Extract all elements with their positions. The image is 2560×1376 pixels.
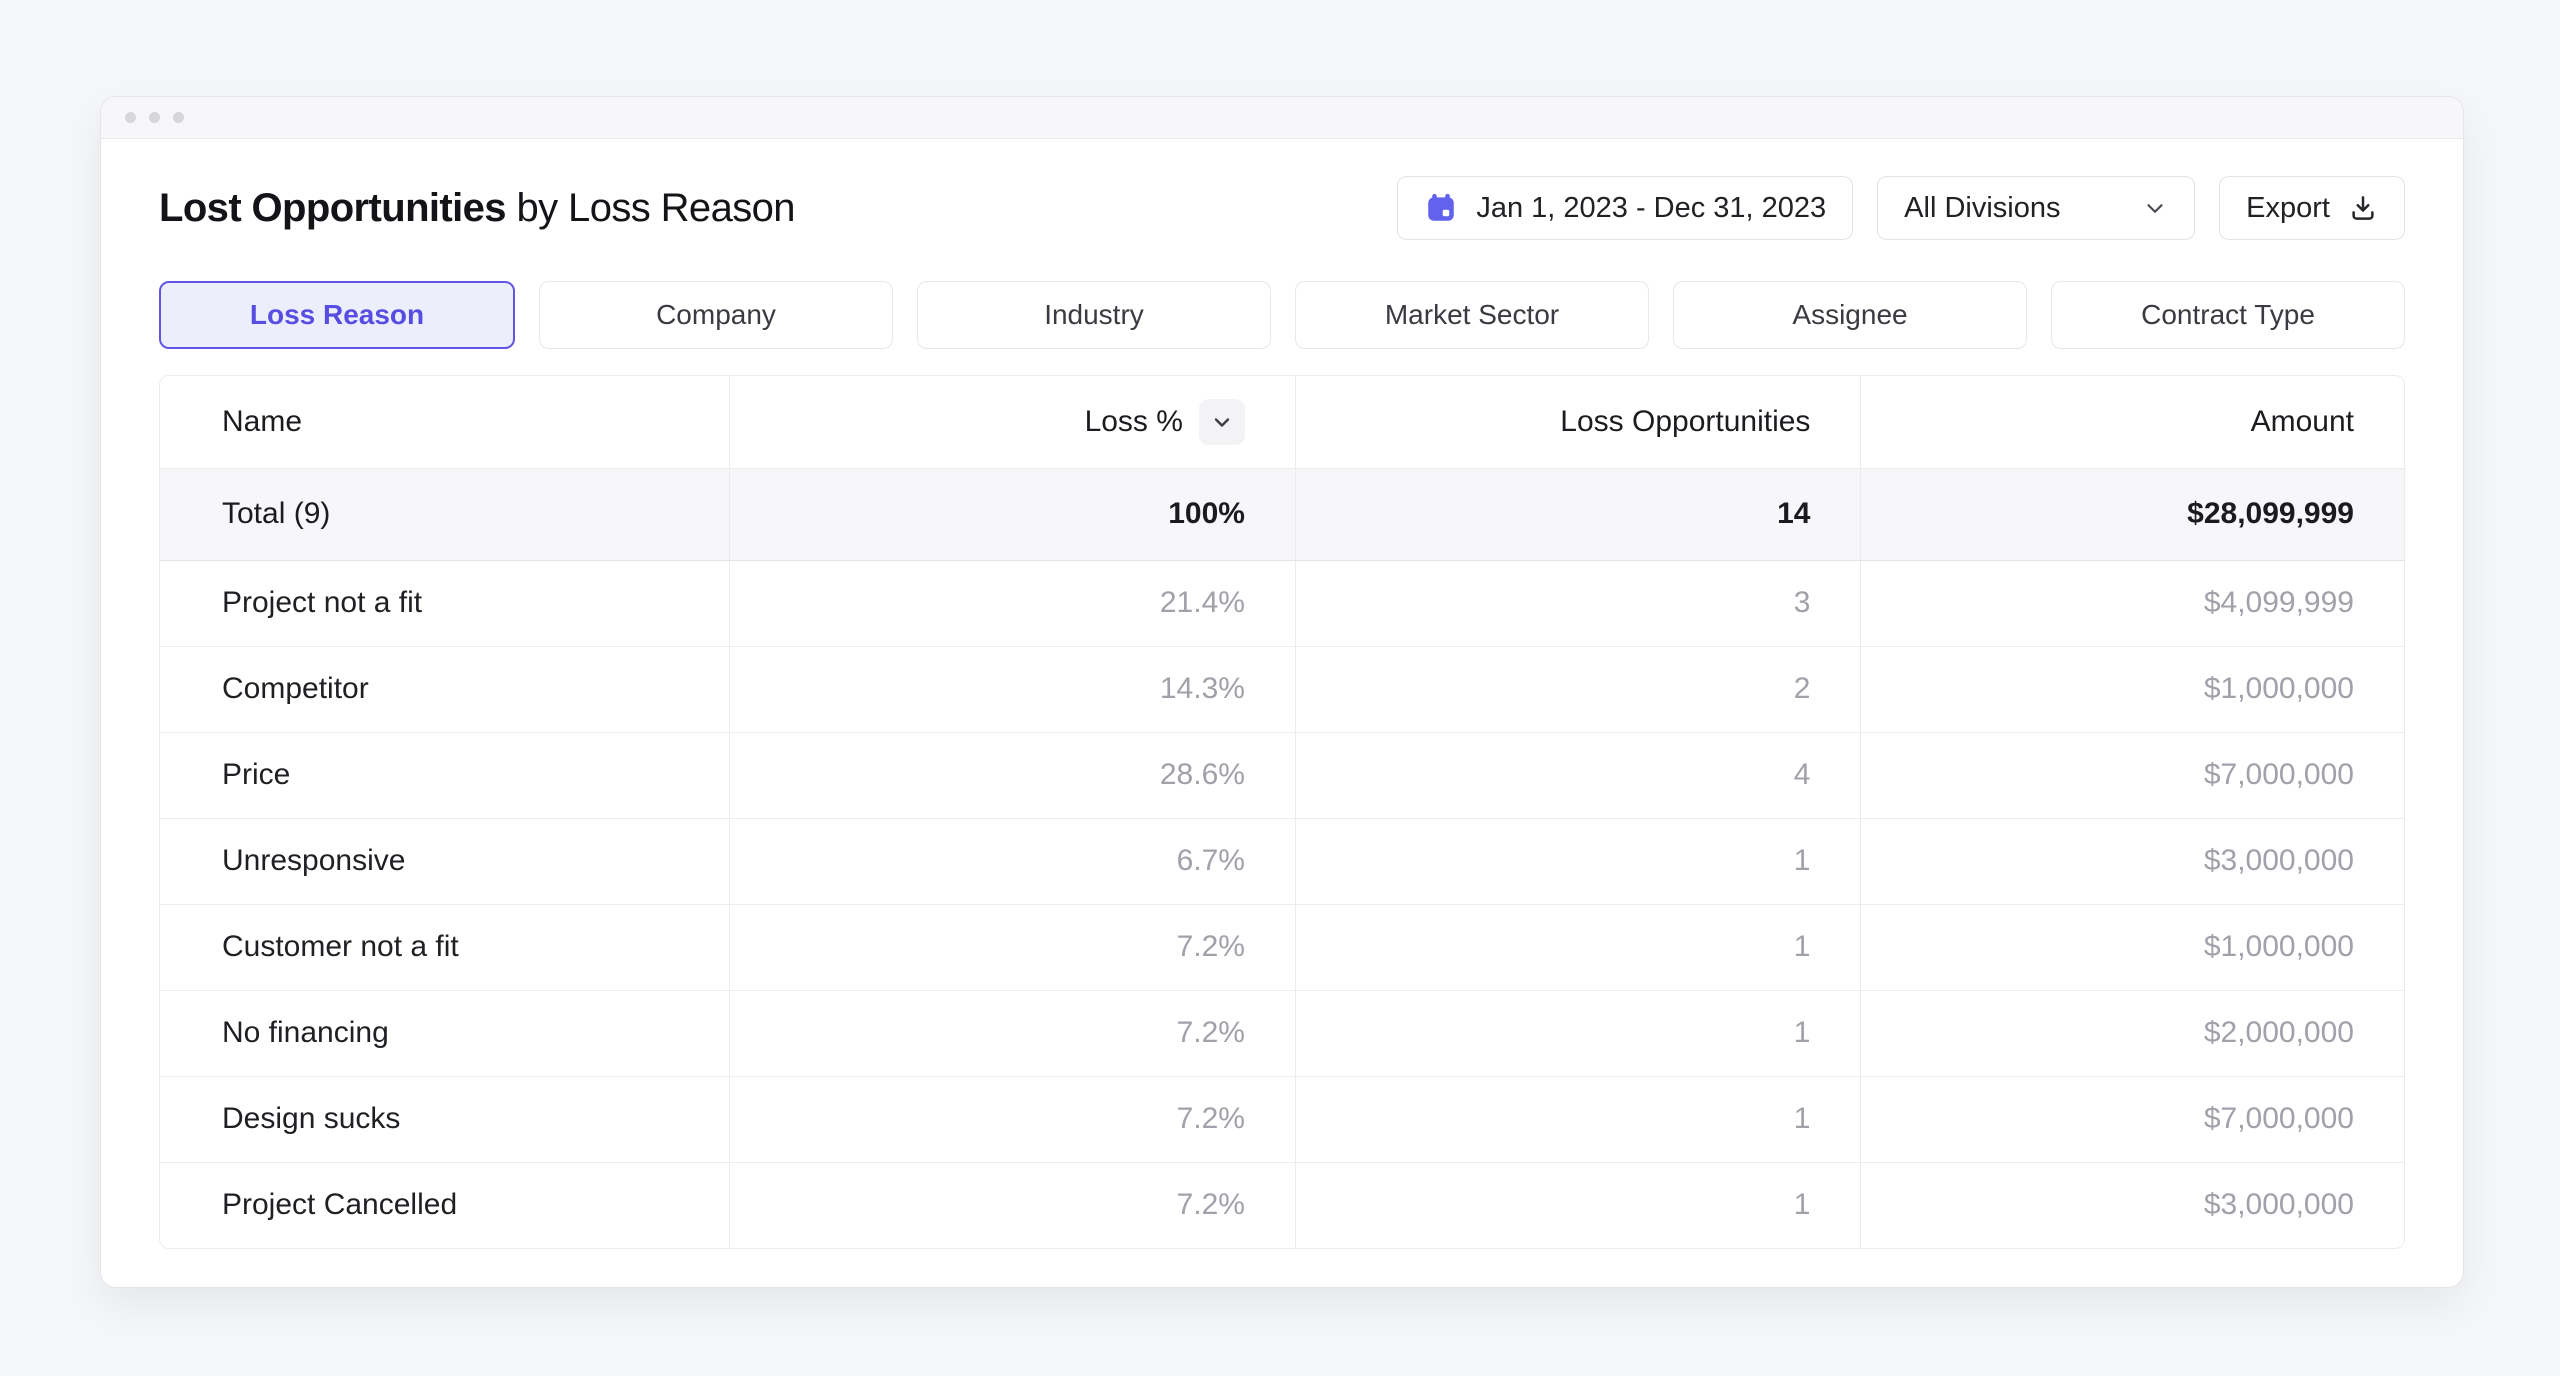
report-content: Lost Opportunities by Loss Reason Jan 1,… <box>101 139 2463 1249</box>
tab-loss-reason[interactable]: Loss Reason <box>159 281 515 349</box>
row-opportunities: 2 <box>1294 645 1861 732</box>
header-controls: Jan 1, 2023 - Dec 31, 2023 All Divisions… <box>1397 176 2405 240</box>
table-row: Customer not a fit 7.2% 1 $1,000,000 <box>160 903 2404 990</box>
date-range-label: Jan 1, 2023 - Dec 31, 2023 <box>1476 191 1827 224</box>
row-loss-pct: 7.2% <box>729 1161 1296 1248</box>
row-amount: $7,000,000 <box>1860 731 2404 818</box>
window-control-dot[interactable] <box>173 112 184 123</box>
row-opportunities: 4 <box>1294 731 1861 818</box>
calendar-icon <box>1424 191 1458 225</box>
download-icon <box>2348 193 2378 223</box>
tab-industry[interactable]: Industry <box>917 281 1271 349</box>
row-opportunities: 1 <box>1294 817 1861 904</box>
chevron-down-icon <box>2142 195 2168 221</box>
table-row: Price 28.6% 4 $7,000,000 <box>160 731 2404 818</box>
chevron-down-icon <box>1210 410 1234 434</box>
column-header-opportunities[interactable]: Loss Opportunities <box>1294 376 1861 468</box>
window-control-dot[interactable] <box>149 112 160 123</box>
row-opportunities: 1 <box>1294 1161 1861 1248</box>
column-header-amount[interactable]: Amount <box>1860 376 2404 468</box>
row-amount: $2,000,000 <box>1860 989 2404 1076</box>
row-name: Unresponsive <box>160 817 730 904</box>
row-amount: $1,000,000 <box>1860 645 2404 732</box>
column-header-loss-pct-label: Loss % <box>1084 404 1183 438</box>
table-row: Unresponsive 6.7% 1 $3,000,000 <box>160 817 2404 904</box>
row-name: Competitor <box>160 645 730 732</box>
row-name: Price <box>160 731 730 818</box>
row-name: Project not a fit <box>160 559 730 646</box>
row-loss-pct: 6.7% <box>729 817 1296 904</box>
row-loss-pct: 28.6% <box>729 731 1296 818</box>
date-range-button[interactable]: Jan 1, 2023 - Dec 31, 2023 <box>1397 176 1854 240</box>
tab-contract-type[interactable]: Contract Type <box>2051 281 2405 349</box>
row-loss-pct: 7.2% <box>729 989 1296 1076</box>
row-amount: $4,099,999 <box>1860 559 2404 646</box>
row-amount: $1,000,000 <box>1860 903 2404 990</box>
table-total-row: Total (9) 100% 14 $28,099,999 <box>160 467 2404 561</box>
table-row: Project Cancelled 7.2% 1 $3,000,000 <box>160 1161 2404 1248</box>
loss-reason-table: Name Loss % <box>159 375 2405 1249</box>
column-header-name[interactable]: Name <box>222 404 303 438</box>
table-header-row: Name Loss % <box>160 376 2404 468</box>
total-amount: $28,099,999 <box>1860 467 2404 561</box>
export-button[interactable]: Export <box>2219 176 2405 240</box>
row-loss-pct: 14.3% <box>729 645 1296 732</box>
division-select[interactable]: All Divisions <box>1877 176 2196 240</box>
row-opportunities: 1 <box>1294 1075 1861 1162</box>
tab-company[interactable]: Company <box>539 281 893 349</box>
sort-loss-pct-button[interactable] <box>1198 398 1245 445</box>
row-name: No financing <box>160 989 730 1076</box>
page-title-metric: Lost Opportunities <box>159 185 507 230</box>
page-title-groupby: by Loss Reason <box>505 185 795 230</box>
window-titlebar <box>101 97 2463 139</box>
group-by-tabs: Loss Reason Company Industry Market Sect… <box>159 281 2405 349</box>
division-select-value: All Divisions <box>1904 191 2061 224</box>
row-name: Customer not a fit <box>160 903 730 990</box>
table-row: Project not a fit 21.4% 3 $4,099,999 <box>160 559 2404 646</box>
column-header-loss-pct[interactable]: Loss % <box>729 376 1296 468</box>
row-amount: $3,000,000 <box>1860 1161 2404 1248</box>
row-amount: $3,000,000 <box>1860 817 2404 904</box>
page-title: Lost Opportunities by Loss Reason <box>159 185 796 231</box>
table-row: No financing 7.2% 1 $2,000,000 <box>160 989 2404 1076</box>
row-loss-pct: 7.2% <box>729 1075 1296 1162</box>
row-opportunities: 1 <box>1294 989 1861 1076</box>
row-name: Design sucks <box>160 1075 730 1162</box>
row-amount: $7,000,000 <box>1860 1075 2404 1162</box>
row-opportunities: 3 <box>1294 559 1861 646</box>
row-loss-pct: 7.2% <box>729 903 1296 990</box>
table-row: Design sucks 7.2% 1 $7,000,000 <box>160 1075 2404 1162</box>
row-loss-pct: 21.4% <box>729 559 1296 646</box>
table-row: Competitor 14.3% 2 $1,000,000 <box>160 645 2404 732</box>
row-name: Project Cancelled <box>160 1161 730 1248</box>
export-button-label: Export <box>2246 191 2330 224</box>
total-opportunities: 14 <box>1294 467 1861 561</box>
total-loss-pct: 100% <box>729 467 1296 561</box>
tab-market-sector[interactable]: Market Sector <box>1295 281 1649 349</box>
app-window: Lost Opportunities by Loss Reason Jan 1,… <box>100 96 2464 1288</box>
total-name: Total (9) <box>160 467 730 561</box>
window-control-dot[interactable] <box>125 112 136 123</box>
report-header: Lost Opportunities by Loss Reason Jan 1,… <box>159 173 2405 243</box>
row-opportunities: 1 <box>1294 903 1861 990</box>
tab-assignee[interactable]: Assignee <box>1673 281 2027 349</box>
